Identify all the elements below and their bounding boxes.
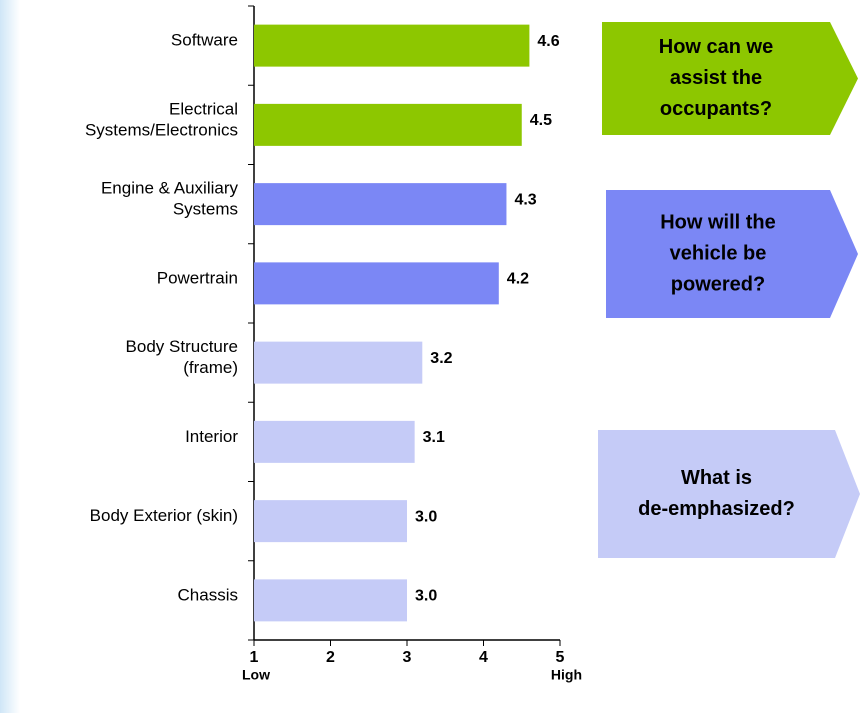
value-label: 4.5 <box>530 112 552 129</box>
bar <box>254 500 407 543</box>
callout-text: vehicle be <box>670 242 767 264</box>
callout-text: What is <box>681 467 752 489</box>
value-label: 3.0 <box>415 588 437 605</box>
x-tick-label: 2 <box>326 649 335 666</box>
callout-arrow <box>598 430 860 558</box>
bar <box>254 24 530 67</box>
callout-arrow <box>606 190 858 318</box>
callout-arrow <box>602 22 858 135</box>
callout-text: powered? <box>671 273 765 295</box>
x-tick-label: 3 <box>403 649 412 666</box>
value-label: 4.2 <box>507 271 529 288</box>
value-label: 3.2 <box>430 350 452 367</box>
y-tick-label: Powertrain <box>157 269 238 288</box>
x-sublabel: High <box>551 667 582 683</box>
y-tick-label: Engine & Auxiliary Systems <box>101 179 239 219</box>
value-label: 3.1 <box>423 429 445 446</box>
y-tick-label: Body Structure (frame) <box>126 338 238 378</box>
bar <box>254 579 407 622</box>
background-edge <box>0 0 20 713</box>
bar <box>254 341 423 384</box>
callout-text: de-emphasized? <box>638 498 795 520</box>
bar <box>254 103 522 146</box>
value-label: 3.0 <box>415 508 437 525</box>
bar <box>254 420 415 463</box>
x-tick-label: 4 <box>479 649 488 666</box>
y-tick-label: Interior <box>185 427 238 446</box>
value-label: 4.3 <box>514 191 536 208</box>
x-tick-label: 1 <box>250 649 259 666</box>
callout-text: occupants? <box>660 98 772 120</box>
value-label: 4.6 <box>537 33 559 50</box>
y-tick-label: Software <box>171 31 238 50</box>
bar <box>254 183 507 226</box>
callout-text: assist the <box>670 67 762 89</box>
callout-text: How can we <box>659 36 773 58</box>
y-tick-label: Body Exterior (skin) <box>90 507 238 526</box>
bar <box>254 262 499 305</box>
x-sublabel: Low <box>242 667 270 683</box>
x-tick-label: 5 <box>556 649 565 666</box>
callout-text: How will the <box>660 211 776 233</box>
y-tick-label: Chassis <box>178 586 238 605</box>
y-tick-label: Electrical Systems/Electronics <box>85 100 238 140</box>
